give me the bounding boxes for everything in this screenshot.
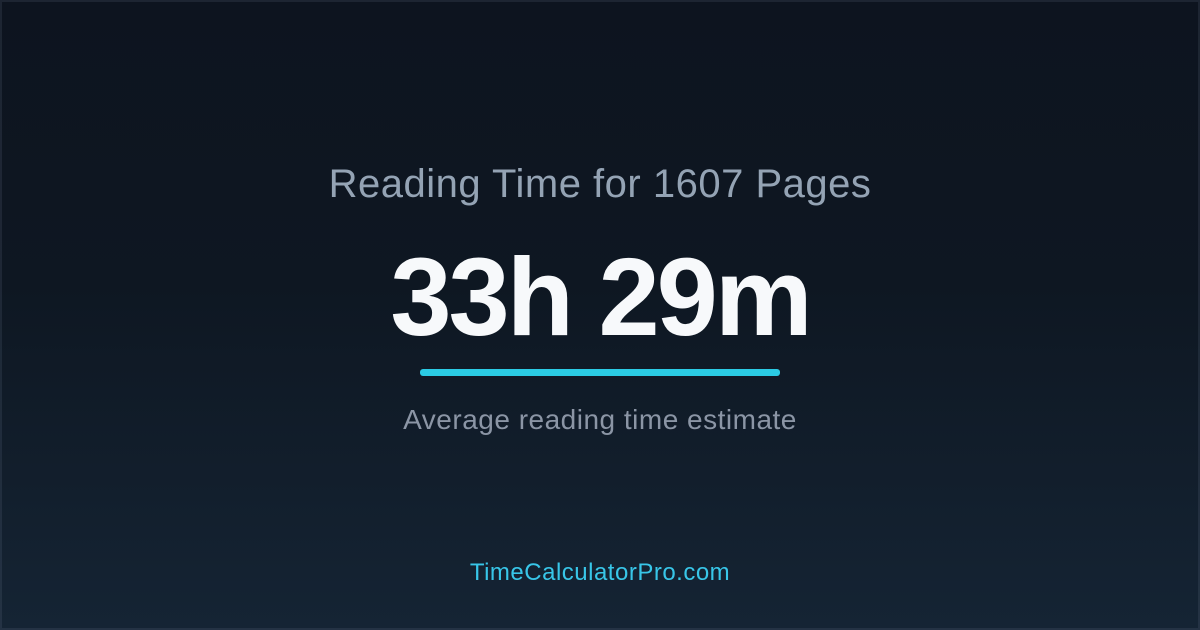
page-title: Reading Time for 1607 Pages <box>328 162 872 206</box>
result-subtitle: Average reading time estimate <box>403 404 797 435</box>
site-brand-link[interactable]: TimeCalculatorPro.com <box>469 559 731 586</box>
reading-time-result: 33h 29m <box>390 236 812 359</box>
accent-divider <box>420 369 780 376</box>
